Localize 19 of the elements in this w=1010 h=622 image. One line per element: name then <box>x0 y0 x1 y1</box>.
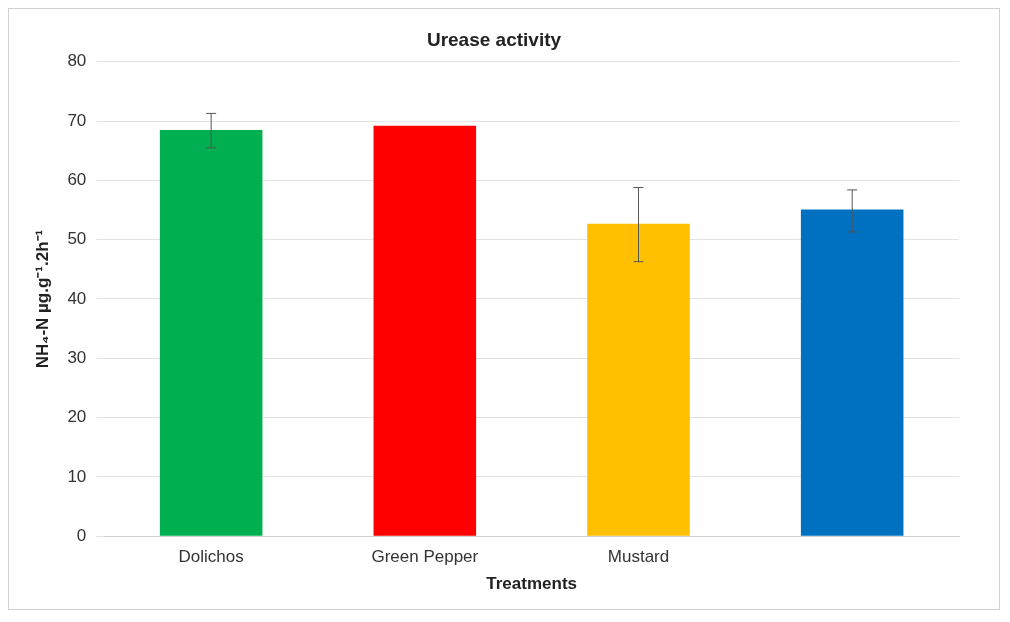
y-tick-label: 80 <box>67 51 87 71</box>
y-tick-label: 60 <box>67 170 87 190</box>
x-tick-label: Dolichos <box>178 547 244 567</box>
y-tick-label: 20 <box>67 407 87 427</box>
bar <box>159 130 263 536</box>
y-tick-label: 50 <box>67 229 87 249</box>
y-tick-label: 10 <box>67 466 87 486</box>
y-tick-label: 70 <box>67 110 87 130</box>
y-tick-label: 30 <box>67 347 87 367</box>
x-tick-label: Green Pepper <box>371 547 479 567</box>
x-tick-label: Mustard <box>607 547 670 567</box>
bar <box>800 209 904 536</box>
bar <box>587 223 690 536</box>
y-tick-label: 0 <box>76 525 87 545</box>
bar <box>373 125 477 536</box>
x-axis-title: Treatments <box>486 574 578 594</box>
y-axis-title: NH₄-N µg.g⁻¹.2h⁻¹ <box>32 229 52 369</box>
chart-title: Urease activity <box>426 28 562 50</box>
y-tick-label: 40 <box>67 288 87 308</box>
